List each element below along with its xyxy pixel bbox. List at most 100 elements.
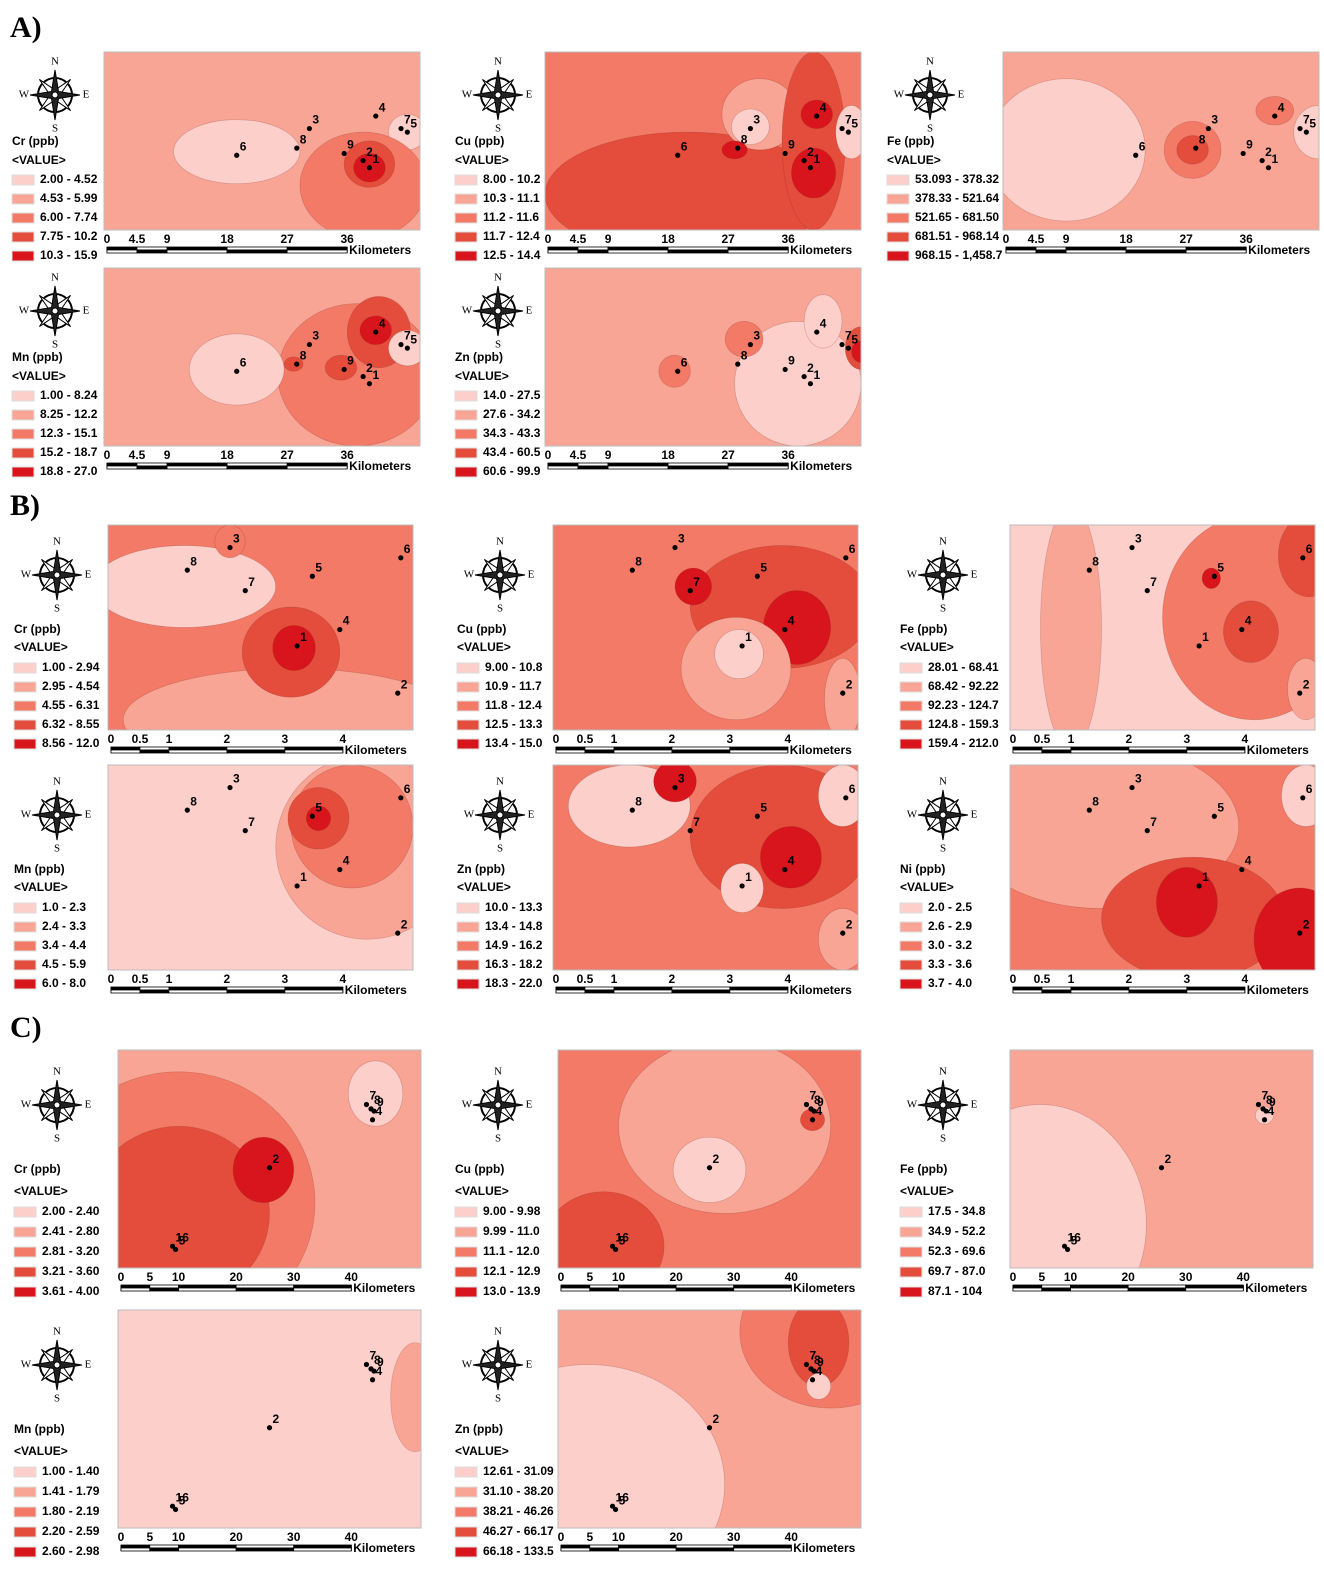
point-label: 7 (248, 815, 255, 829)
compass-hub (51, 91, 59, 99)
point-label: 6 (404, 782, 411, 796)
scale-segment (284, 989, 344, 994)
legend-label: 1.00 - 1.40 (42, 1464, 100, 1478)
map-frame (1009, 524, 1316, 731)
scale-segment (235, 1544, 295, 1549)
compass-label: W (907, 1099, 918, 1111)
scale-tick-label: 18 (1119, 232, 1133, 246)
compass-label: S (497, 603, 503, 615)
legend-header: <VALUE> (12, 369, 66, 383)
scale-tick-label: 0 (558, 1530, 565, 1544)
sample-point (227, 784, 233, 791)
point-label: 7 (404, 329, 411, 343)
legend-label: 1.00 - 8.24 (40, 388, 98, 402)
point-label: 8 (190, 794, 197, 808)
scale-tick-label: 30 (1179, 1270, 1193, 1284)
sample-point (169, 1503, 176, 1509)
legend-swatch (13, 1266, 37, 1278)
scale-segment (1065, 246, 1127, 251)
scale-segment (1041, 749, 1072, 754)
legend-label: 87.1 - 104 (928, 1284, 982, 1298)
sample-point (754, 573, 760, 579)
point-label: 7 (845, 113, 852, 127)
sample-point (1240, 150, 1246, 157)
legend-title: Zn (ppb) (455, 1422, 503, 1436)
compass: N S E W (907, 776, 978, 855)
compass-label: W (894, 89, 905, 101)
point-label: 7 (1150, 575, 1157, 589)
scale-segment (729, 986, 789, 991)
scale-tick-label: 3 (727, 972, 734, 986)
sample-point (814, 113, 820, 119)
legend-swatch (13, 681, 37, 693)
compass: N S E W (21, 1066, 92, 1145)
legend-label: 10.9 - 11.7 (485, 679, 542, 693)
scale-segment (560, 1544, 591, 1549)
point-label: 6 (681, 355, 688, 369)
scale-tick-label: 0 (1010, 1270, 1017, 1284)
compass-label: E (83, 305, 90, 317)
scale-tick-label: 36 (781, 448, 795, 462)
scale-segment (613, 749, 673, 754)
map-frame (107, 764, 414, 971)
legend-swatch (886, 212, 910, 224)
sample-point (398, 555, 404, 561)
scale-segment (1012, 986, 1043, 991)
scale-segment (110, 749, 141, 754)
sample-point (843, 795, 849, 801)
legend-swatch (454, 1486, 478, 1498)
point-label: 4 (1245, 614, 1252, 628)
legend-swatch (899, 681, 923, 693)
sample-point (839, 341, 845, 348)
compass-label: W (462, 1359, 473, 1371)
scale-unit: Kilometers (1247, 743, 1309, 757)
legend-label: 9.00 - 9.98 (483, 1204, 541, 1218)
legend-swatch (13, 1246, 37, 1258)
scale-segment (1186, 746, 1246, 751)
legend-swatch (13, 902, 37, 914)
scale-segment (1012, 989, 1043, 994)
legend-label: 3.61 - 4.00 (42, 1284, 100, 1298)
compass-label: S (52, 339, 58, 351)
scale-segment (226, 749, 286, 754)
legend-swatch (886, 250, 910, 262)
compass-hub (494, 307, 502, 315)
scale-segment (675, 1287, 735, 1292)
scale-segment (671, 749, 731, 754)
sample-point (360, 157, 366, 164)
zone (714, 629, 764, 680)
scale-segment (168, 986, 228, 991)
sample-point (609, 1503, 616, 1509)
legend-swatch (454, 390, 478, 402)
zone (851, 340, 861, 363)
legend-label: 4.55 - 6.31 (42, 698, 100, 712)
zone (1278, 525, 1315, 598)
legend-label: 2.95 - 4.54 (42, 679, 100, 693)
scale-segment (1065, 249, 1127, 254)
sample-point (739, 643, 745, 649)
sample-point (609, 1243, 616, 1249)
zone (232, 1136, 295, 1203)
zone (558, 1364, 725, 1528)
zone (214, 525, 246, 559)
legend-label: 13.4 - 15.0 (485, 736, 543, 750)
map-frame (103, 51, 421, 231)
legend-swatch (899, 719, 923, 731)
scale-tick-label: 9 (605, 232, 612, 246)
sample-point (369, 1117, 376, 1123)
sample-point (404, 345, 410, 351)
sample-point (801, 157, 807, 164)
scale-tick-label: 0 (104, 448, 111, 462)
scale-segment (166, 246, 228, 251)
scale-segment (577, 465, 609, 470)
point-label: 4 (820, 100, 827, 114)
point-label: 3 (233, 772, 240, 786)
scale-tick-label: 9 (1063, 232, 1070, 246)
scale-segment (139, 749, 170, 754)
sample-point (706, 1165, 713, 1171)
point-label: 8 (374, 1353, 381, 1367)
scale-segment (286, 465, 348, 470)
legend-label: 521.65 - 681.50 (915, 210, 999, 224)
scale-tick-label: 0 (1010, 732, 1017, 746)
